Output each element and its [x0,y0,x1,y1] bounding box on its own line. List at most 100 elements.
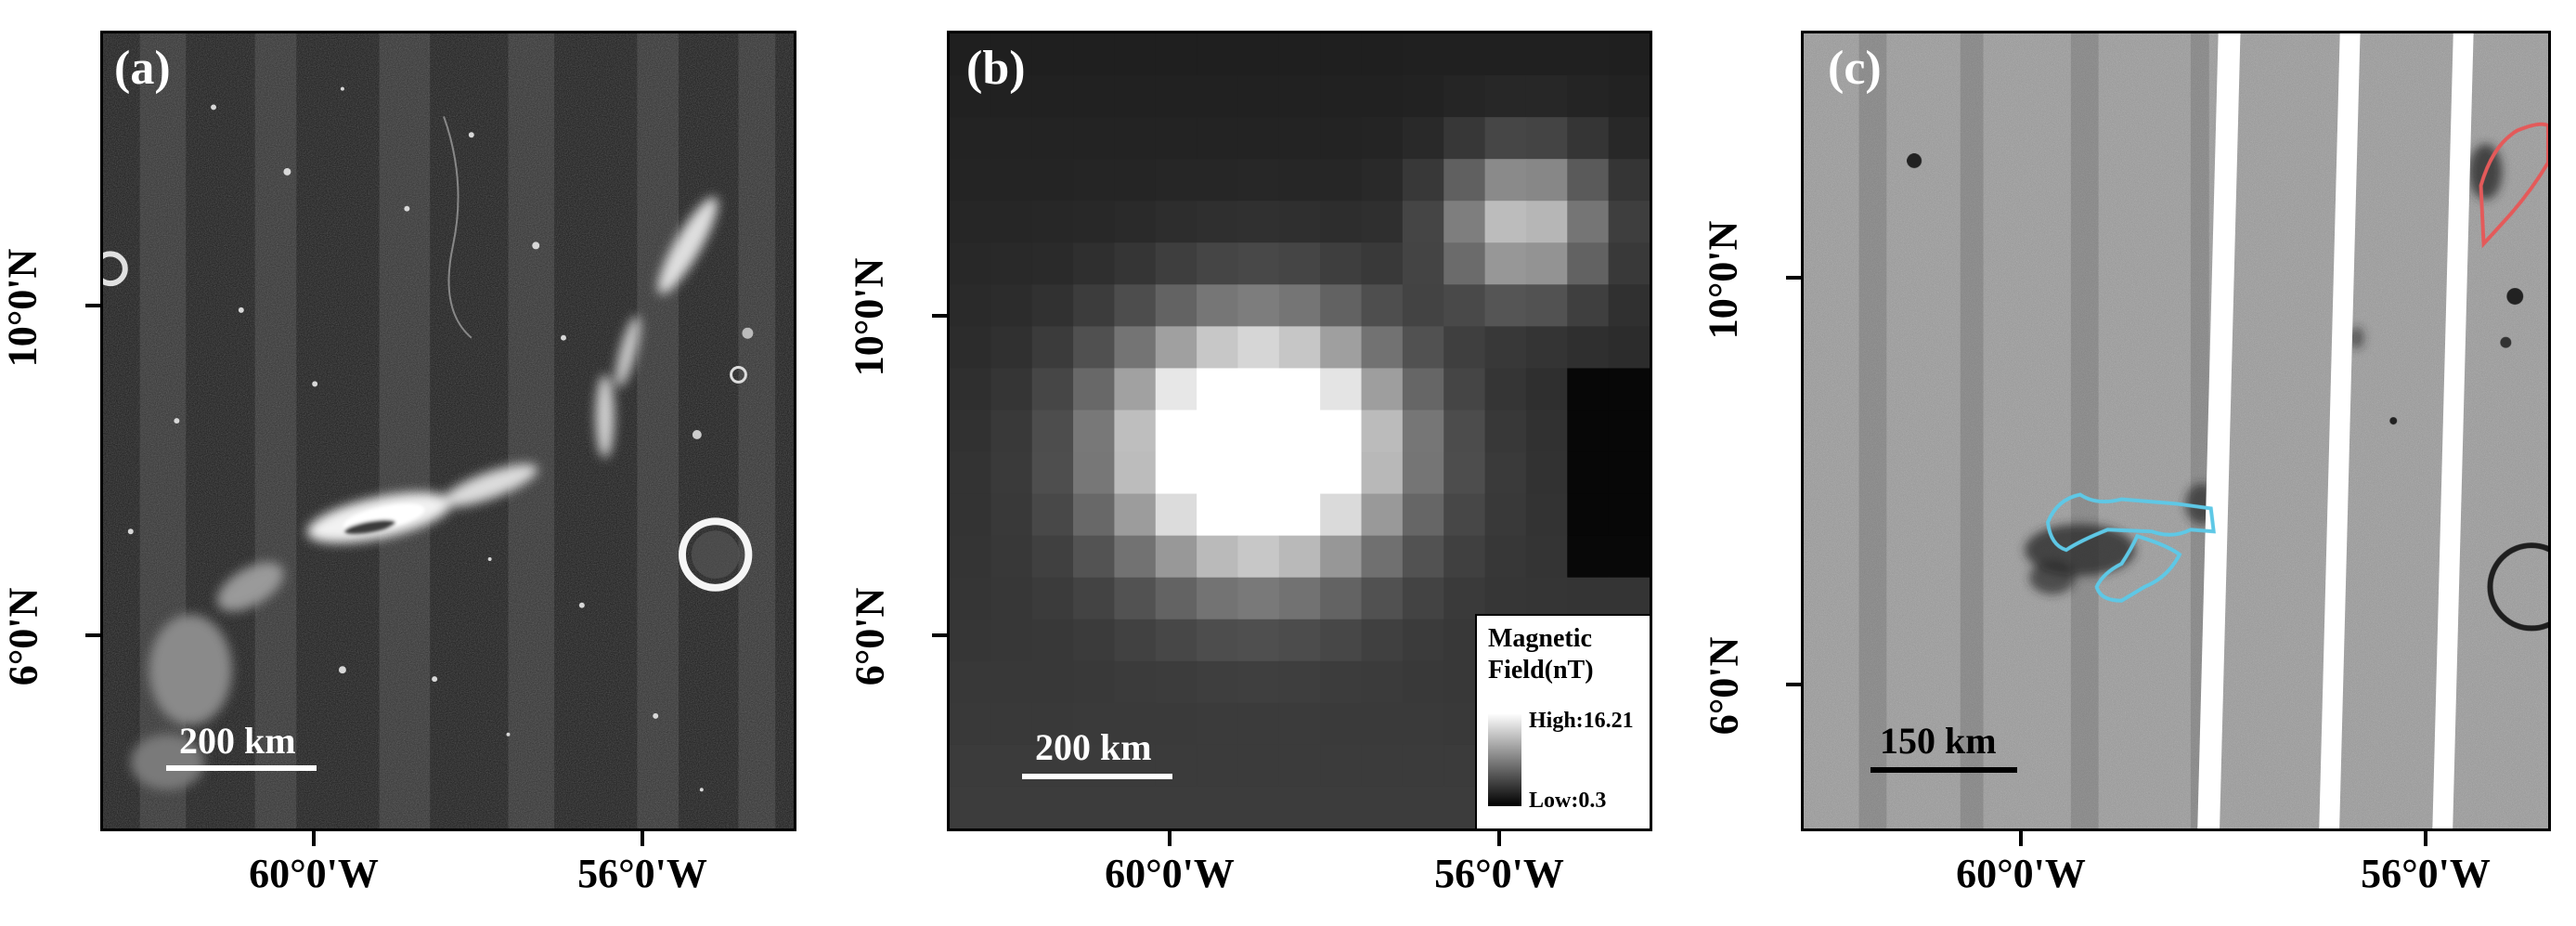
magnetic-grid-cell [1278,577,1321,620]
magnetic-grid-cell [1567,159,1610,202]
magnetic-grid-cell [950,326,991,370]
magnetic-grid-cell [1361,284,1404,327]
magnetic-grid-cell [1237,33,1280,76]
magnetic-grid-cell [1031,242,1074,285]
magnetic-grid-cell [1073,284,1116,327]
panel-a-scale-line [166,765,317,771]
magnetic-grid-cell [1278,201,1321,243]
magnetic-grid-cell [1608,493,1650,537]
magnetic-grid-cell [1402,535,1444,579]
magnetic-grid-cell [1402,33,1444,76]
magnetic-grid-cell [950,75,991,118]
magnetic-grid-cell [1443,201,1486,243]
magnetic-grid-cell [1197,159,1239,202]
magnetic-grid-cell [1320,201,1363,243]
magnetic-grid-cell [1155,368,1197,411]
magnetic-grid-cell [1237,117,1280,160]
magnetic-grid-cell [1608,326,1650,370]
magnetic-grid-cell [950,284,991,327]
magnetic-grid-cell [1361,33,1404,76]
magnetic-grid-cell [1320,159,1363,202]
magnetic-grid-cell [1443,284,1486,327]
magnetic-grid-cell [1114,451,1157,495]
magnetic-grid-cell [1031,619,1074,662]
magnetic-grid-cell [1114,535,1157,579]
magnetic-grid-cell [1567,368,1610,411]
magnetic-grid-cell [1402,493,1444,537]
magnetic-grid-cell [1402,451,1444,495]
magnetic-grid-cell [1197,242,1239,285]
magnetic-grid-cell [1320,493,1363,537]
magnetic-grid-cell [1443,535,1486,579]
legend-title-line2: Field(nT) [1488,656,1594,685]
magnetic-grid-cell [1525,117,1568,160]
magnetic-grid-cell [1073,619,1116,662]
panel-a-scale-bar: 200 km [166,719,324,793]
magnetic-grid-cell [1320,660,1363,704]
magnetic-grid-cell [1567,410,1610,453]
panel-a-xtick [641,831,644,846]
magnetic-grid-cell [1402,744,1444,788]
magnetic-grid-cell [1237,201,1280,243]
magnetic-grid-cell [1525,577,1568,620]
magnetic-grid-cell [1237,577,1280,620]
magnetic-grid-cell [1567,493,1610,537]
panel-b-xtick [1497,831,1501,846]
magnetic-grid-cell [950,159,991,202]
magnetic-grid-cell [1608,33,1650,76]
magnetic-grid-cell [990,326,1033,370]
magnetic-grid-cell [1278,33,1321,76]
magnetic-grid-cell [1155,242,1197,285]
magnetic-grid-cell [1320,410,1363,453]
magnetic-grid-cell [1278,744,1321,788]
magnetic-grid-cell [1361,75,1404,118]
magnetic-grid-cell [1073,577,1116,620]
magnetic-grid-cell [1361,535,1404,579]
panel-c-xtick-label: 56°0'W [2361,851,2491,896]
magnetic-grid-cell [950,493,991,537]
magnetic-grid-cell [1361,117,1404,160]
panel-b-magnetic-grid [950,33,1650,828]
magnetic-grid-cell [1197,619,1239,662]
magnetic-grid-cell [1402,786,1444,828]
magnetic-grid-cell [1443,117,1486,160]
magnetic-grid-cell [1237,368,1280,411]
panel-c-label: (c) [1828,42,1882,95]
magnetic-grid-cell [1484,33,1527,76]
magnetic-grid-cell [1237,786,1280,828]
magnetic-grid-cell [950,242,991,285]
magnetic-grid-cell [1031,75,1074,118]
magnetic-grid-cell [990,451,1033,495]
magnetic-grid-cell [1031,660,1074,704]
magnetic-grid-cell [1073,242,1116,285]
magnetic-grid-cell [1361,326,1404,370]
magnetic-grid-cell [990,410,1033,453]
magnetic-grid-cell [1237,744,1280,788]
magnetic-grid-cell [1155,284,1197,327]
magnetic-grid-cell [1237,619,1280,662]
magnetic-grid-cell [1197,284,1239,327]
magnetic-grid-cell [1320,326,1363,370]
magnetic-grid-cell [1031,284,1074,327]
magnetic-grid-cell [1237,702,1280,746]
magnetic-grid-cell [1155,326,1197,370]
magnetic-grid-cell [1443,493,1486,537]
magnetic-grid-cell [1402,159,1444,202]
magnetic-grid-cell [1443,159,1486,202]
magnetic-grid-cell [1278,535,1321,579]
magnetic-grid-cell [1031,451,1074,495]
magnetic-grid-cell [1073,117,1116,160]
magnetic-grid-cell [1567,201,1610,243]
magnetic-grid-cell [1031,786,1074,828]
magnetic-grid-cell [1320,577,1363,620]
magnetic-grid-cell [1320,117,1363,160]
magnetic-grid-cell [1320,75,1363,118]
magnetic-grid-cell [990,535,1033,579]
magnetic-grid-cell [990,159,1033,202]
magnetic-grid-cell [990,75,1033,118]
magnetic-grid-cell [1278,284,1321,327]
magnetic-grid-cell [1155,535,1197,579]
magnetic-grid-cell [1361,451,1404,495]
magnetic-grid-cell [1114,242,1157,285]
magnetic-grid-cell [1278,117,1321,160]
